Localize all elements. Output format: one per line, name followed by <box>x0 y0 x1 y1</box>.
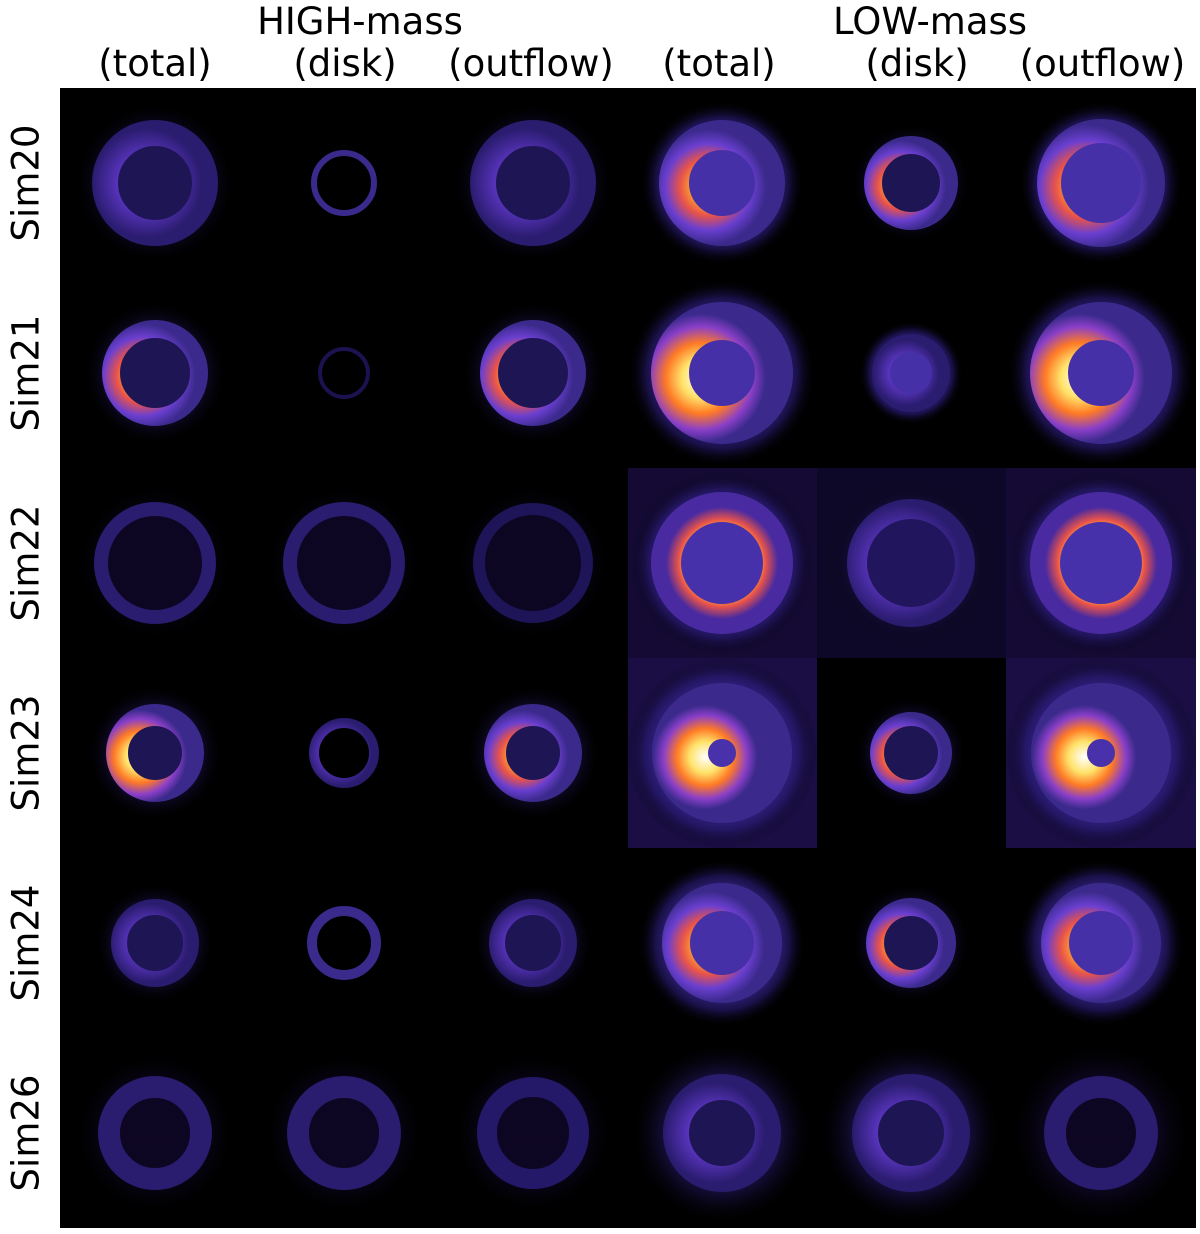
ring-sim23-low-outflow <box>1031 683 1171 823</box>
ring-sim20-high-total <box>92 120 218 246</box>
ring-sim20-low-total <box>659 120 785 246</box>
ring-sim22-high-disk <box>283 502 405 624</box>
ring-sim21-high-disk <box>318 347 370 399</box>
col-title-high-total: (total) <box>98 42 212 85</box>
ring-sim22-high-total <box>94 502 216 624</box>
col-title-high-disk: (disk) <box>293 42 397 85</box>
ring-sim24-high-disk <box>307 906 381 980</box>
ring-sim24-low-disk <box>866 898 956 988</box>
ring-sim22-low-total <box>651 492 793 634</box>
ring-sim26-high-outflow <box>477 1077 589 1189</box>
row-sim21 <box>83 279 1195 467</box>
ring-sim24-low-total <box>662 883 782 1003</box>
row-label-sim20: Sim20 <box>4 124 48 242</box>
halo-sim26-low-outflow <box>1009 1041 1193 1225</box>
col-title-low-total: (total) <box>662 42 776 85</box>
ring-sim26-low-disk <box>852 1074 970 1192</box>
row-label-sim22: Sim22 <box>4 504 48 622</box>
halo-sim26-high-outflow <box>453 1053 613 1213</box>
group-title-low-mass: LOW-mass <box>832 0 1028 43</box>
image-grid <box>60 88 1196 1228</box>
ring-sim26-low-outflow <box>1044 1076 1158 1190</box>
col-title-low-disk: (disk) <box>865 42 969 85</box>
col-title-low-outflow: (outflow) <box>1019 42 1186 85</box>
ring-sim24-low-outflow <box>1041 883 1161 1003</box>
ring-sim20-low-outflow <box>1037 119 1165 247</box>
ring-sim23-high-total <box>106 704 204 802</box>
ring-sim26-high-disk <box>287 1076 401 1190</box>
ring-sim20-high-disk <box>311 150 377 216</box>
ring-sim21-low-outflow <box>1030 302 1172 444</box>
halo-sim26-low-disk <box>819 1041 1003 1225</box>
ring-sim23-low-disk <box>870 712 952 794</box>
row-sim26 <box>75 1041 1193 1225</box>
row-label-sim26: Sim26 <box>4 1074 48 1192</box>
ring-sim21-low-total <box>651 302 793 444</box>
halo-sim26-low-total <box>630 1041 814 1225</box>
row-sim22 <box>77 471 1193 655</box>
ring-sim22-low-outflow <box>1030 492 1172 634</box>
ring-sim22-low-disk <box>847 499 975 627</box>
ring-sim23-high-outflow <box>484 704 582 802</box>
ring-sim23-high-disk <box>309 718 379 788</box>
row-sim24 <box>95 859 1185 1027</box>
ring-sim20-high-outflow <box>470 120 596 246</box>
group-title-high-mass: HIGH-mass <box>257 0 463 43</box>
row-sim20 <box>75 101 1183 265</box>
col-title-high-outflow: (outflow) <box>448 42 614 85</box>
ring-sim26-high-total <box>98 1076 212 1190</box>
ring-sim21-low-disk <box>872 334 950 412</box>
ring-sim23-low-total <box>652 683 792 823</box>
row-label-sim21: Sim21 <box>4 314 48 432</box>
ring-sim21-high-outflow <box>480 320 586 426</box>
ring-sim24-high-outflow <box>489 899 577 987</box>
ring-sim20-low-disk <box>864 136 958 230</box>
row-label-sim23: Sim23 <box>4 694 48 812</box>
row-sim23 <box>87 657 1196 849</box>
ring-sim22-high-outflow <box>473 503 593 623</box>
ring-sim21-high-total <box>102 320 208 426</box>
ring-sim24-high-total <box>111 899 199 987</box>
ring-sim26-low-total <box>663 1074 781 1192</box>
row-label-sim24: Sim24 <box>4 884 48 1002</box>
